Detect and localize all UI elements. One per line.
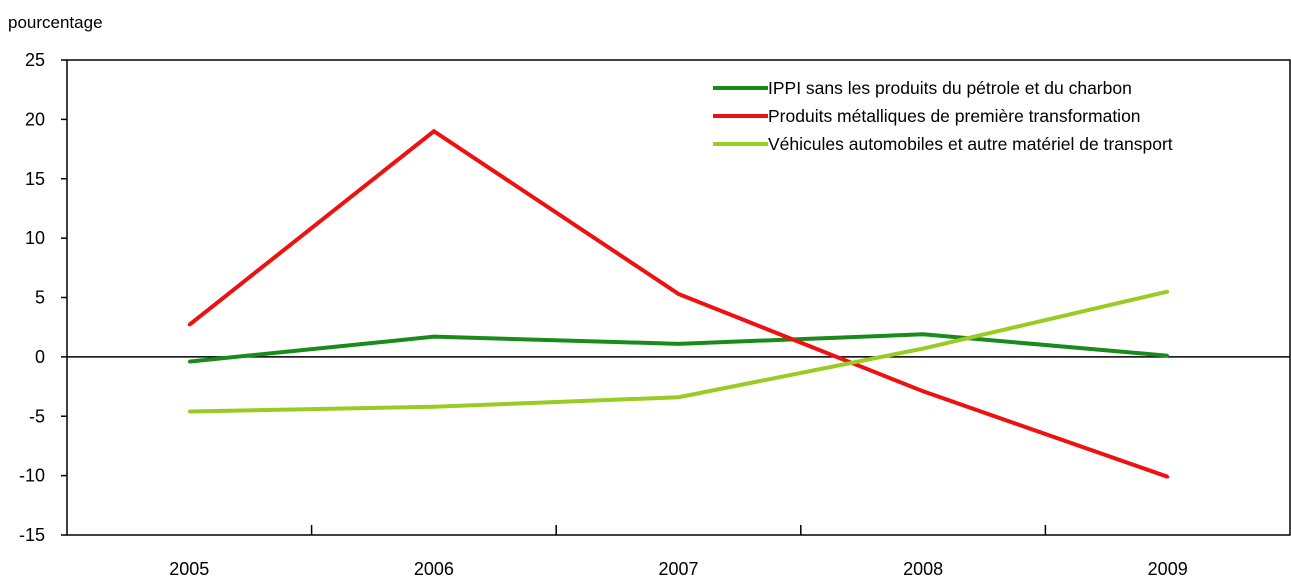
x-tick-label: 2006	[414, 559, 454, 579]
plot-frame	[66, 59, 1291, 536]
legend-label: Produits métalliques de première transfo…	[768, 106, 1141, 126]
data-point	[1166, 354, 1170, 358]
data-point	[187, 323, 191, 327]
y-tick-label: -5	[29, 406, 45, 426]
y-tick-label: 15	[25, 169, 45, 189]
data-point	[432, 335, 436, 339]
data-point	[187, 410, 191, 413]
y-tick-label: -10	[19, 466, 45, 486]
data-point	[432, 129, 436, 133]
x-tick-label: 2009	[1148, 559, 1188, 579]
y-tick-label: 5	[35, 288, 45, 308]
y-tick-label: 0	[35, 347, 45, 367]
data-point	[187, 360, 191, 364]
data-point	[921, 347, 925, 351]
y-tick-label: 25	[25, 50, 45, 70]
data-point	[1166, 290, 1170, 294]
series-lines	[187, 128, 1170, 479]
y-axis: 25 20 15 10 5 0 -5 -10 -15	[19, 50, 1290, 545]
series-line-3	[189, 289, 1169, 414]
x-tick-label: 2005	[169, 559, 209, 579]
series-line-2	[188, 128, 1169, 479]
data-point	[921, 332, 925, 336]
data-point	[921, 389, 925, 393]
data-point	[677, 395, 680, 399]
data-point	[1166, 475, 1170, 479]
y-axis-unit-label: pourcentage	[8, 13, 103, 32]
data-point	[677, 342, 680, 346]
legend: IPPI sans les produits du pétrole et du …	[713, 78, 1173, 154]
data-point	[432, 405, 436, 409]
legend-label: IPPI sans les produits du pétrole et du …	[768, 78, 1132, 98]
legend-label: Véhicules automobiles et autre matériel …	[768, 134, 1173, 154]
x-tick-label: 2007	[658, 559, 698, 579]
y-tick-label: 10	[25, 228, 45, 248]
data-point	[677, 292, 680, 296]
x-tick-label: 2008	[903, 559, 943, 579]
y-tick-label: 20	[25, 109, 45, 129]
x-axis: 2005 2006 2007 2008 2009	[169, 525, 1188, 579]
y-tick-label: -15	[19, 525, 45, 545]
